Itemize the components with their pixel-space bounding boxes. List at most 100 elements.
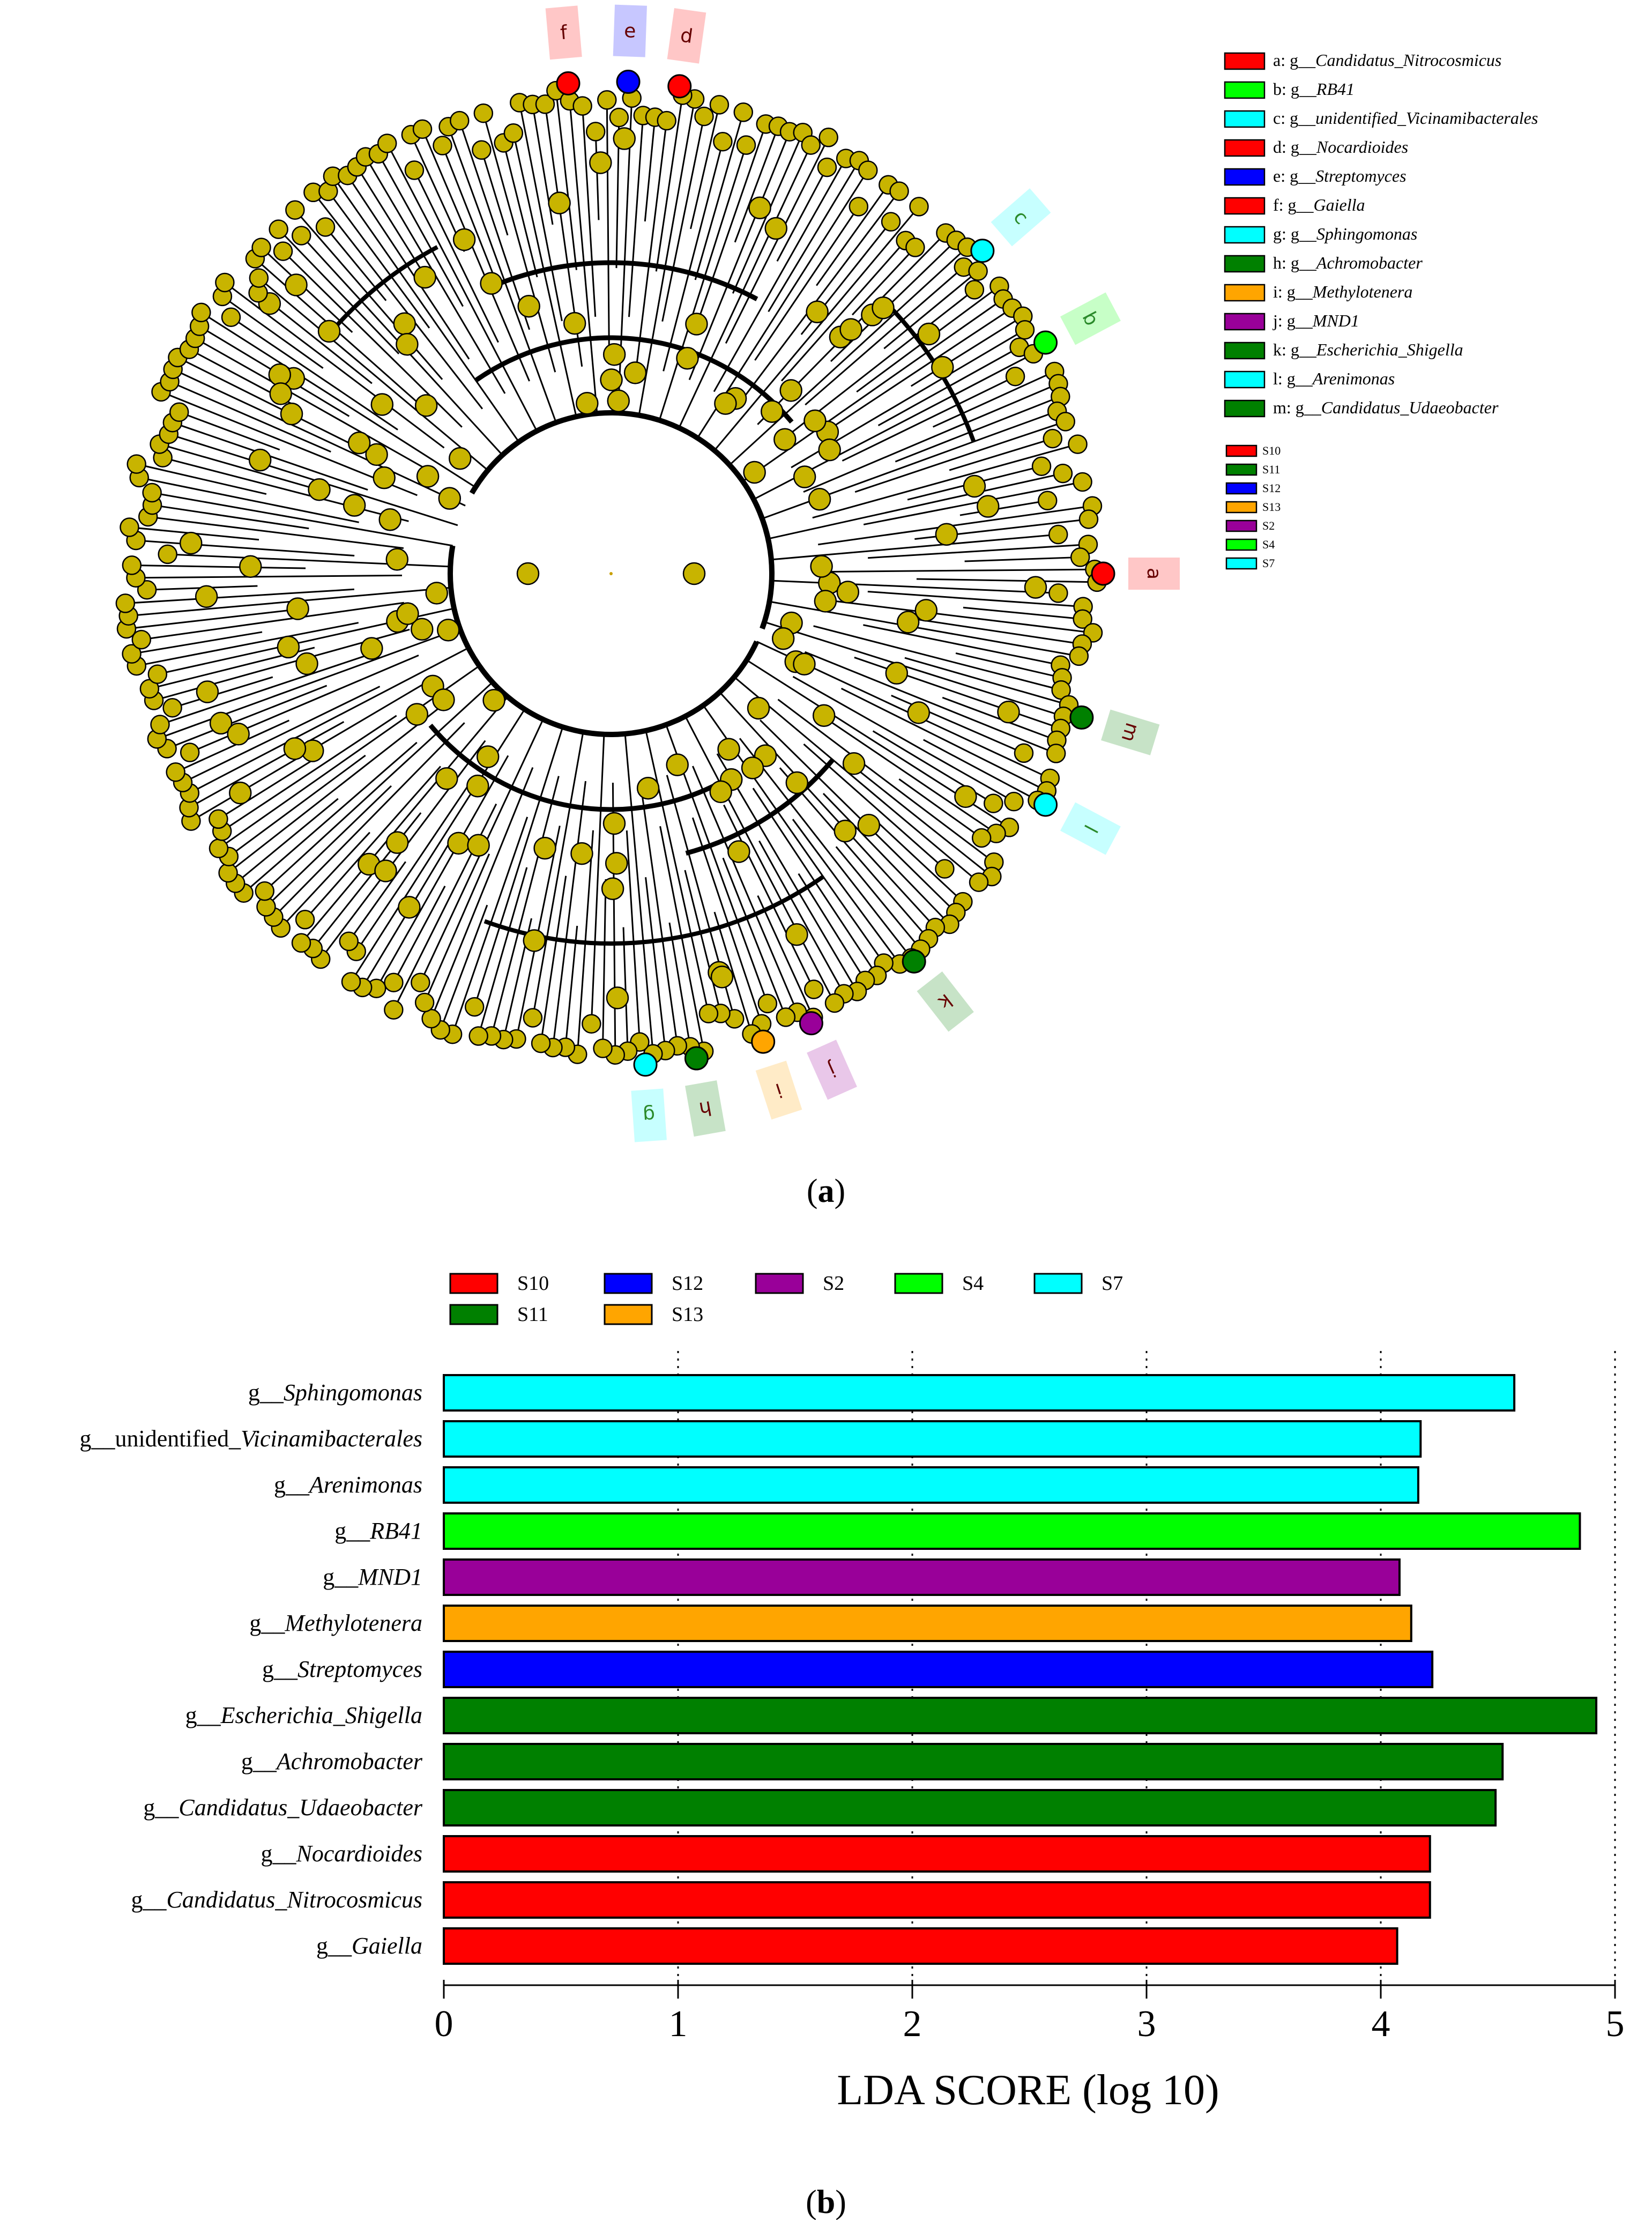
- clade-node: [976, 495, 1000, 518]
- bar: [443, 1605, 1412, 1642]
- bar-label: g__Nocardioides: [261, 1840, 422, 1867]
- branch: [136, 574, 403, 579]
- leaf-node: [817, 157, 837, 177]
- clade-node: [373, 466, 396, 489]
- clade-node: [295, 652, 318, 675]
- leaf-node: [295, 910, 315, 930]
- branch: [723, 804, 815, 990]
- group-legend-label: S11: [1262, 463, 1280, 476]
- clade-node: [685, 313, 708, 336]
- clade-node: [709, 780, 732, 804]
- leaf-node: [1015, 320, 1035, 340]
- clade-node: [931, 355, 954, 379]
- leaf-node: [137, 580, 157, 600]
- branch: [692, 766, 798, 1013]
- group-legend-swatch: [1225, 463, 1257, 476]
- branch: [792, 675, 1015, 803]
- leaf-node: [158, 544, 177, 565]
- branch: [221, 715, 397, 832]
- leaf-node: [412, 119, 433, 139]
- leaf-node: [122, 644, 142, 664]
- group-legend-swatch: [1225, 482, 1257, 495]
- branch: [273, 722, 465, 918]
- leaf-node: [971, 828, 992, 848]
- branch: [264, 681, 493, 892]
- clade-node: [793, 652, 816, 675]
- bar: [443, 1835, 1431, 1873]
- legend-swatch: [449, 1304, 498, 1325]
- branch: [736, 190, 900, 407]
- legend-swatch: [1224, 341, 1266, 360]
- clade-node: [449, 447, 472, 470]
- branch: [768, 160, 860, 313]
- branch: [582, 106, 597, 317]
- branch: [136, 539, 355, 557]
- leaf-node: [473, 103, 494, 123]
- leaf-node: [1037, 491, 1058, 510]
- branch: [694, 123, 767, 331]
- branch: [754, 206, 860, 361]
- branch: [854, 420, 1066, 493]
- clade-node: [396, 602, 419, 625]
- clade-node: [308, 478, 331, 501]
- branch: [182, 686, 381, 784]
- clade-node: [268, 363, 292, 387]
- leaf-node: [122, 555, 142, 575]
- branch: [758, 840, 845, 994]
- branch: [442, 145, 500, 290]
- branch: [883, 270, 979, 350]
- clade-node: [269, 382, 292, 405]
- branch: [733, 676, 979, 883]
- branch: [678, 145, 812, 428]
- clade-node: [602, 812, 626, 835]
- leaf-node: [433, 136, 452, 155]
- branch: [458, 120, 531, 330]
- clade-node: [836, 581, 860, 604]
- taxon-letter-g: g: [642, 1104, 656, 1126]
- bar-label: g__Candidatus_Nitrocosmicus: [131, 1887, 422, 1913]
- clade-node: [748, 196, 771, 220]
- clade-node: [747, 696, 770, 720]
- leaf-node: [733, 102, 754, 122]
- branch: [713, 206, 920, 451]
- taxon-node-a: [1091, 561, 1115, 586]
- leaf-node: [523, 1008, 543, 1028]
- taxon-node-i: [751, 1029, 776, 1054]
- branch: [189, 647, 469, 794]
- legend-swatch: [1224, 370, 1266, 389]
- taxon-label-box: [631, 1088, 667, 1142]
- branch: [200, 311, 476, 488]
- bar-label: g__Gaiella: [316, 1933, 422, 1959]
- legend-swatch: [604, 1273, 653, 1294]
- branch: [377, 153, 464, 307]
- clade-node: [482, 688, 505, 712]
- branch: [532, 732, 584, 1018]
- branch: [628, 115, 644, 317]
- clade-node: [935, 523, 958, 546]
- bar-label: g__Escherichia_Shigella: [185, 1702, 422, 1728]
- branch: [955, 652, 1062, 679]
- legend-swatch: [1224, 255, 1266, 273]
- clade-node: [516, 562, 540, 585]
- branch: [803, 743, 946, 870]
- leaf-node: [169, 402, 189, 422]
- branch: [655, 95, 683, 272]
- clade-node: [741, 756, 764, 779]
- branch: [852, 247, 916, 316]
- leaf-node: [964, 280, 985, 300]
- branch: [684, 716, 836, 1004]
- branch: [659, 826, 705, 1052]
- cladogram-taxa-legend: a: g__Candidatus_Nitrocosmicus b: g__RB41…: [1224, 50, 1538, 418]
- branch: [842, 375, 1016, 462]
- bar-label: g__Sphingomonas: [248, 1379, 422, 1406]
- x-tick-label: 2: [903, 2003, 922, 2045]
- branch: [168, 433, 458, 526]
- branch: [694, 112, 745, 280]
- branch: [224, 281, 445, 449]
- legend-label-a: a: g__Candidatus_Nitrocosmicus: [1273, 50, 1501, 70]
- taxon-node-e: [616, 70, 641, 94]
- branch: [713, 911, 753, 1035]
- branch: [805, 651, 1056, 754]
- clade-node: [239, 555, 262, 578]
- branch: [195, 337, 430, 472]
